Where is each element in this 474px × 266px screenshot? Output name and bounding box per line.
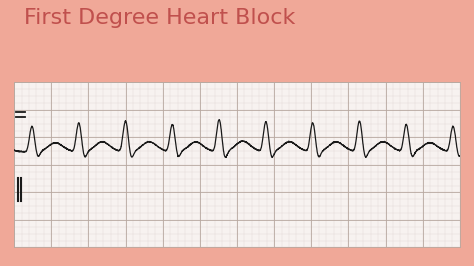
Text: First Degree Heart Block: First Degree Heart Block [24, 8, 295, 28]
